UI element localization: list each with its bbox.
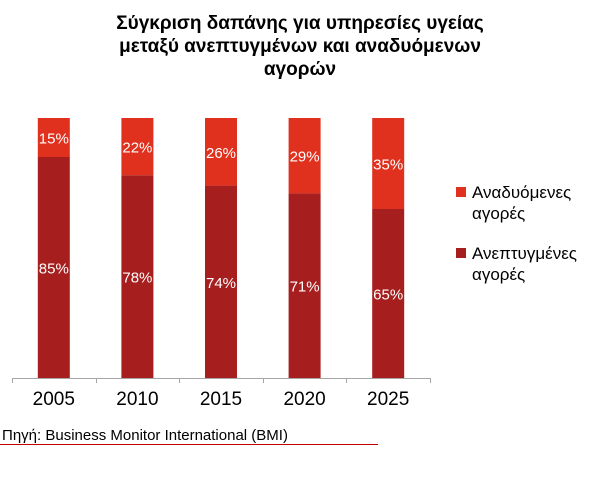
legend-label-developed-line-2: αγορές — [472, 265, 526, 284]
bar-developed-2005 — [37, 157, 70, 378]
data-label-developed-2025: 65% — [373, 287, 403, 304]
data-label-developed-2010: 78% — [122, 270, 152, 287]
bar-emerging-2010 — [121, 118, 154, 176]
data-label-emerging-2020: 29% — [290, 149, 320, 166]
legend-label-emerging-line-2: αγορές — [472, 204, 526, 223]
legend-item-developed: Ανεπτυγμένες αγορές — [456, 243, 596, 285]
legend-swatch-developed — [456, 248, 466, 258]
bar-developed-2020 — [288, 193, 321, 378]
legend-label-developed-line-1: Ανεπτυγμένες — [472, 244, 577, 263]
legend-item-emerging: Αναδυόμενες αγορές — [456, 182, 596, 224]
chart-legend: Αναδυόμενες αγορές Ανεπτυγμένες αγορές — [456, 182, 596, 304]
data-label-emerging-2005: 15% — [39, 131, 69, 148]
source-note: Πηγή: Business Monitor International (BM… — [2, 427, 288, 444]
chart-title-line-1: Σύγκριση δαπάνης για υπηρεσίες υγείας — [116, 13, 484, 34]
data-label-emerging-2010: 22% — [122, 140, 152, 157]
chart-title-line-3: αγορών — [263, 59, 337, 80]
bar-developed-2015 — [205, 185, 237, 378]
chart-title: Σύγκριση δαπάνης για υπηρεσίες υγείας με… — [90, 12, 510, 81]
x-tick-label-2005: 2005 — [33, 389, 75, 410]
x-tick-label-2015: 2015 — [200, 389, 242, 410]
legend-label-emerging-line-1: Αναδυόμενες — [472, 183, 572, 202]
chart-title-line-2: μεταξύ ανεπτυγμένων και αναδυόμενων — [119, 36, 481, 57]
legend-swatch-emerging — [456, 187, 466, 197]
data-label-emerging-2025: 35% — [373, 157, 403, 174]
data-label-developed-2015: 74% — [206, 275, 236, 292]
x-tick-label-2020: 2020 — [283, 389, 325, 410]
bar-emerging-2020 — [288, 118, 321, 194]
bar-emerging-2005 — [37, 118, 70, 157]
x-tick-label-2010: 2010 — [116, 389, 158, 410]
data-label-developed-2020: 71% — [290, 279, 320, 296]
bar-developed-2010 — [121, 175, 154, 378]
data-label-emerging-2015: 26% — [206, 145, 236, 162]
bar-emerging-2015 — [205, 118, 237, 186]
bar-emerging-2025 — [372, 118, 405, 209]
bar-developed-2025 — [372, 209, 405, 378]
data-label-developed-2005: 85% — [39, 261, 69, 278]
source-underline — [0, 444, 378, 445]
x-tick-label-2025: 2025 — [367, 389, 409, 410]
